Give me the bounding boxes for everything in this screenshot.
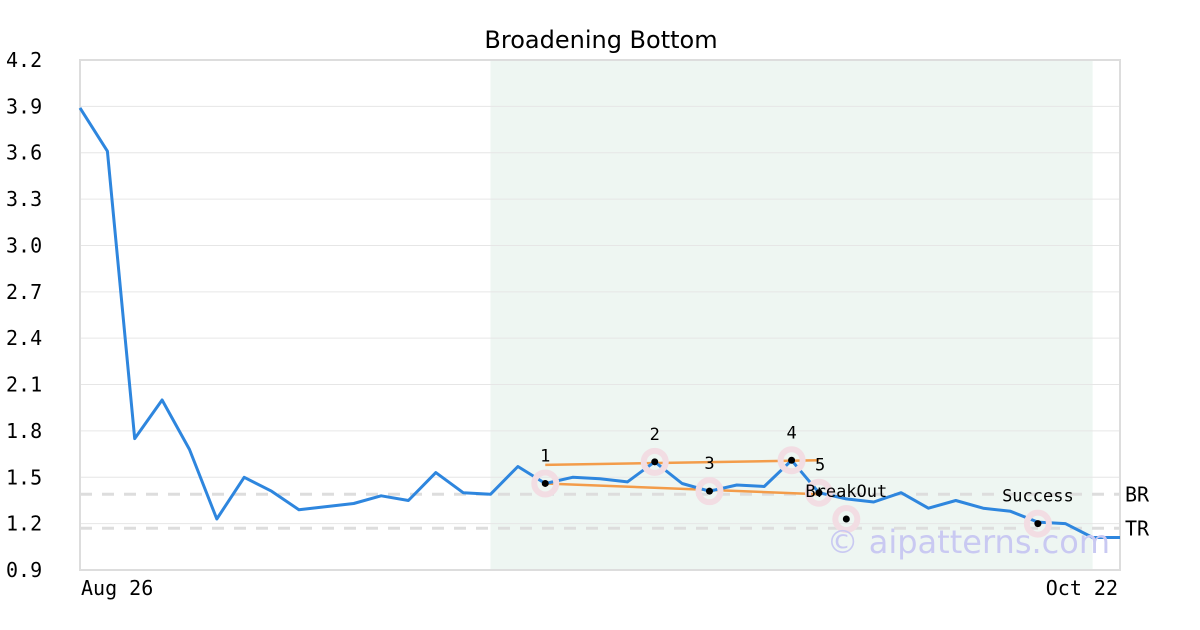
y-tick-label: 2.7 [6,280,42,304]
y-tick-label: 1.5 [6,465,42,489]
pattern-point-label: Success [1002,487,1074,507]
y-tick-label: 3.6 [6,141,42,165]
pattern-point-dot [705,487,713,495]
chart-title: Broadening Bottom [484,26,717,54]
y-tick-label: 3.9 [6,94,42,118]
trend-line [545,482,819,496]
pattern-point-label: 5 [815,456,825,476]
reference-label-br: BR [1125,482,1150,506]
pattern-point-dot [788,456,796,464]
pattern-point-dot [842,515,850,523]
pattern-point-dot [1034,520,1042,528]
y-tick-label: 1.8 [6,419,42,443]
x-tick-label: Oct 22 [1046,576,1118,600]
pattern-point-label: 2 [650,425,660,445]
y-tick-label: 3.0 [6,233,42,257]
pattern-point-label: 4 [786,423,796,443]
pattern-point-dot [541,479,549,487]
y-tick-label: 2.4 [6,326,42,350]
y-tick-label: 3.3 [6,187,42,211]
pattern-point-ring [640,447,669,476]
y-tick-label: 2.1 [6,373,42,397]
x-tick-label: Aug 26 [81,576,153,600]
watermark: © aipatterns.com [827,523,1110,561]
pattern-point-dot [651,458,659,466]
pattern-point-label: 3 [704,454,714,474]
pattern-point-label: 1 [540,446,550,466]
trend-line [545,459,819,467]
pattern-point-ring [777,446,806,475]
pattern-point-dot [815,489,823,497]
y-tick-label: 1.2 [6,512,42,536]
pattern-point-ring [832,505,861,533]
pattern-point-ring [531,469,560,498]
pattern-point-ring [1023,509,1052,538]
pattern-point-ring [695,477,724,506]
pattern-point-ring [804,478,833,507]
plot-frame [79,59,1121,571]
y-tick-label: 4.2 [6,48,42,72]
price-line [78,107,1120,539]
y-tick-label: 0.9 [6,558,42,582]
reference-label-tr: TR [1125,516,1150,540]
pattern-point-label: BreakOut [805,482,887,502]
